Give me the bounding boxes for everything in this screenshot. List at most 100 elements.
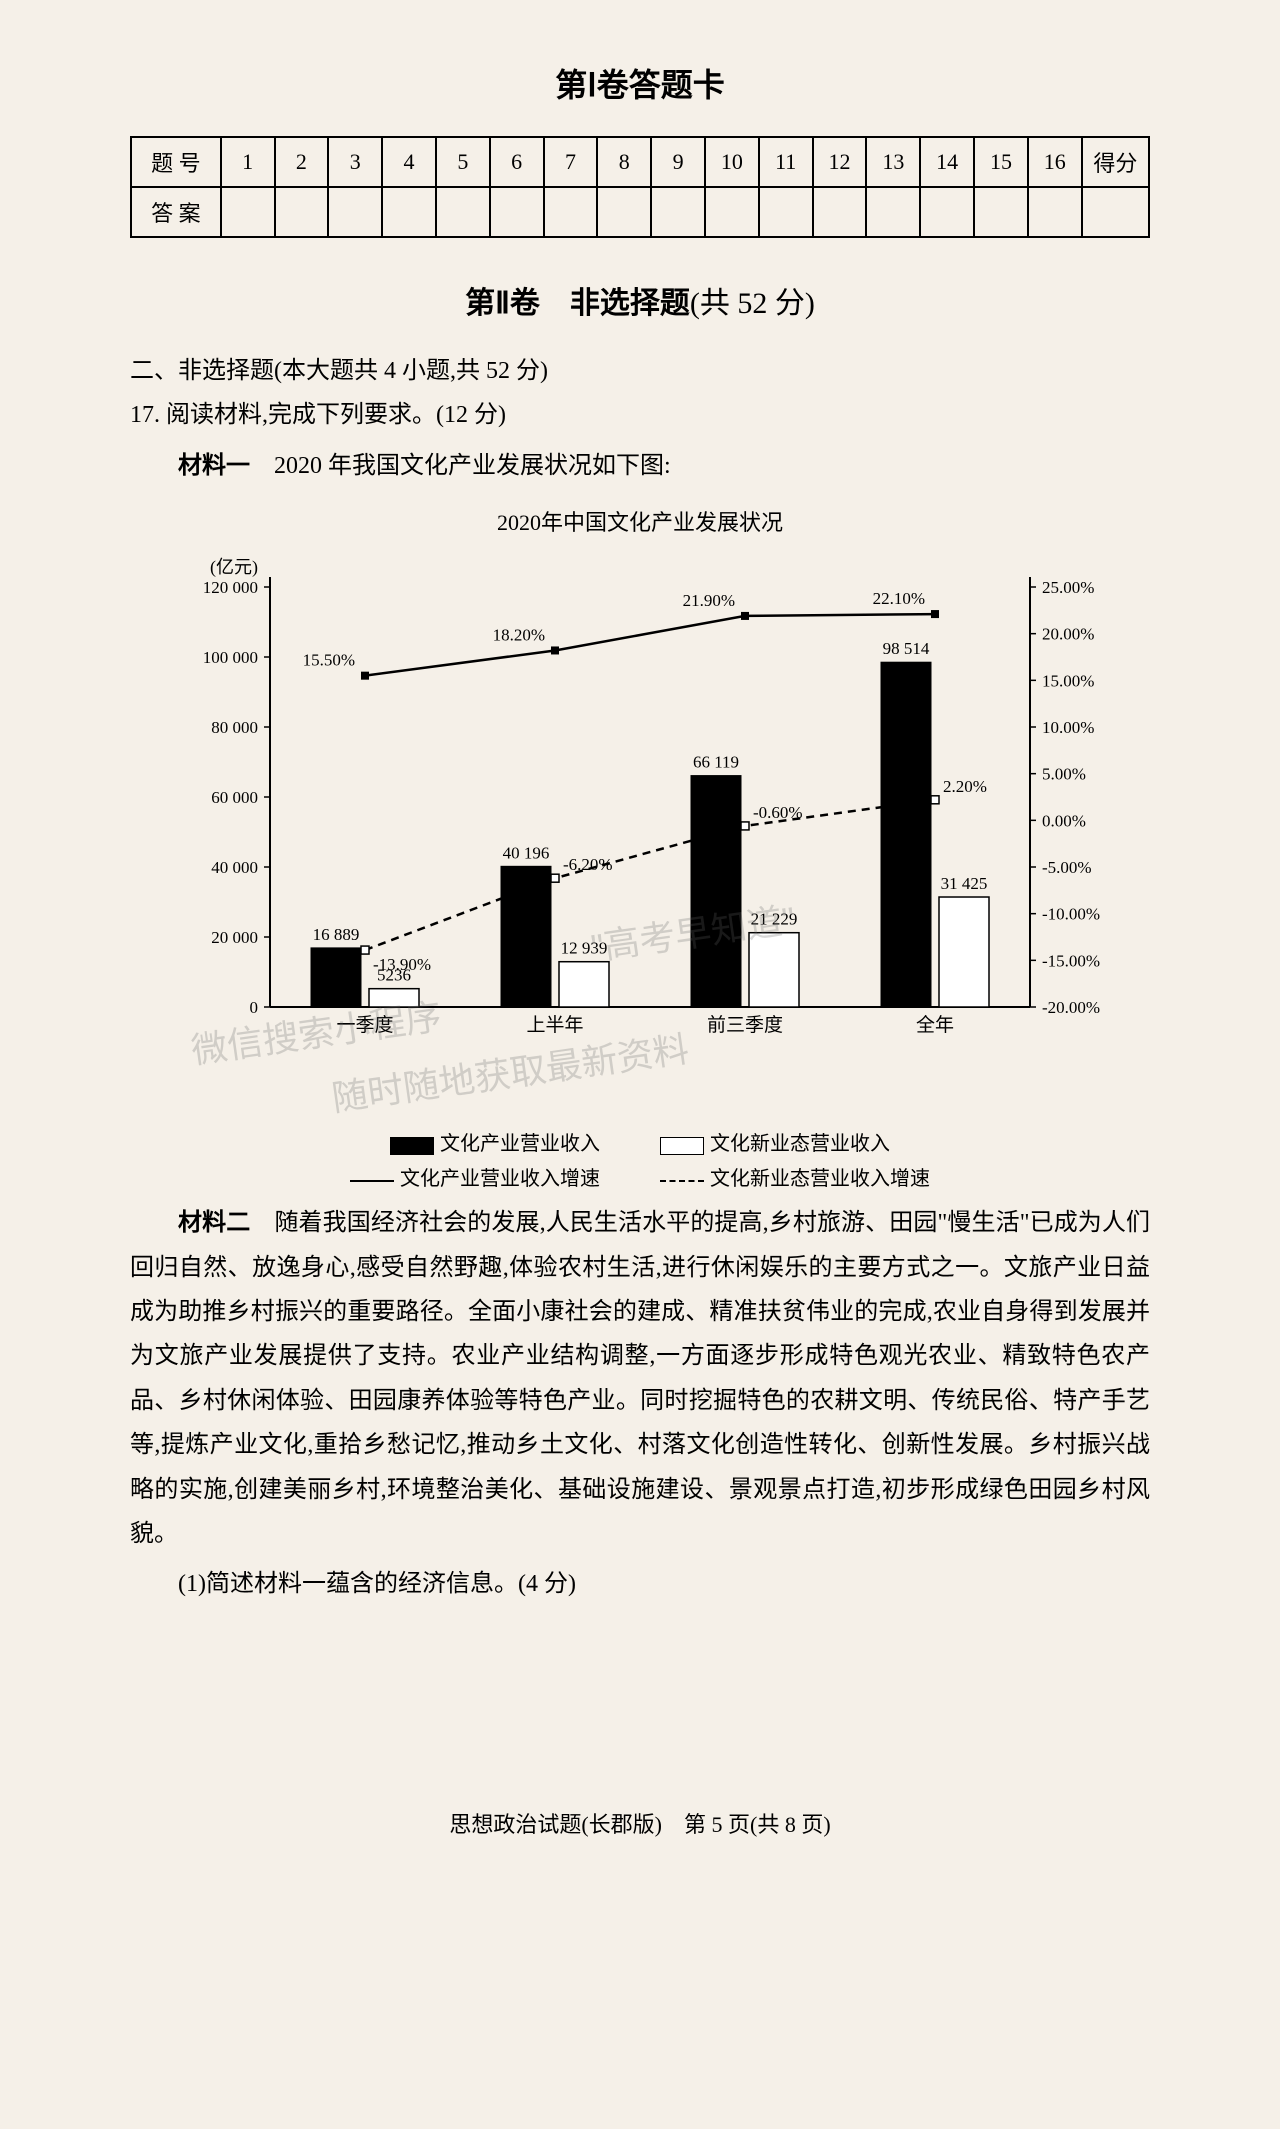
table-row: 答 案 <box>131 187 1149 237</box>
material1-label: 材料一 <box>178 453 250 479</box>
sub-question: (1)简述材料一蕴含的经济信息。(4 分) <box>130 1562 1150 1606</box>
answer-label: 答 案 <box>131 187 221 237</box>
svg-text:100 000: 100 000 <box>203 648 258 667</box>
svg-text:0.00%: 0.00% <box>1042 812 1086 831</box>
answer-cell <box>544 187 598 237</box>
svg-text:12 939: 12 939 <box>561 939 608 958</box>
svg-text:98 514: 98 514 <box>883 639 930 658</box>
material-line: 材料一 2020 年我国文化产业发展状况如下图: <box>130 447 1150 485</box>
qnum: 16 <box>1028 137 1082 187</box>
answer-cell <box>920 187 974 237</box>
svg-text:全年: 全年 <box>916 1014 954 1036</box>
svg-text:22.10%: 22.10% <box>873 589 925 608</box>
svg-text:31 425: 31 425 <box>941 874 988 893</box>
legend-item: 文化新业态营业收入 <box>660 1127 890 1156</box>
material2-paragraph: 材料二 随着我国经济社会的发展,人民生活水平的提高,乡村旅游、田园"慢生活"已成… <box>130 1201 1150 1556</box>
legend-label: 文化产业营业收入增速 <box>400 1168 600 1190</box>
section-bold: 第Ⅱ卷 非选择题 <box>465 287 690 320</box>
chart-container: (亿元) 0 20 000 40 000 60 000 80 000 100 000 120 … <box>150 547 1130 1107</box>
svg-text:-13.90%: -13.90% <box>373 955 431 974</box>
svg-text:一季度: 一季度 <box>336 1014 393 1036</box>
section-paren: (共 52 分) <box>690 287 815 320</box>
legend-item: 文化产业营业收入增速 <box>350 1162 600 1191</box>
answer-cell <box>328 187 382 237</box>
qnum-label: 题 号 <box>131 137 221 187</box>
table-row: 题 号 1 2 3 4 5 6 7 8 9 10 11 12 13 14 15 … <box>131 137 1149 187</box>
svg-text:(亿元): (亿元) <box>210 557 258 578</box>
chart-svg: (亿元) 0 20 000 40 000 60 000 80 000 100 000 120 … <box>150 547 1130 1107</box>
line-solid-icon <box>350 1180 394 1182</box>
answer-cell <box>221 187 275 237</box>
svg-text:21.90%: 21.90% <box>683 591 735 610</box>
answer-table: 题 号 1 2 3 4 5 6 7 8 9 10 11 12 13 14 15 … <box>130 136 1150 238</box>
answer-cell <box>1028 187 1082 237</box>
chart-title: 2020年中国文化产业发展状况 <box>130 505 1150 537</box>
qnum: 5 <box>436 137 490 187</box>
legend-row: 文化产业营业收入增速 文化新业态营业收入增速 <box>130 1162 1150 1191</box>
question-text: 17. 阅读材料,完成下列要求。(12 分) <box>130 396 1150 434</box>
svg-text:5.00%: 5.00% <box>1042 765 1086 784</box>
answer-cell <box>866 187 920 237</box>
svg-text:-20.00%: -20.00% <box>1042 998 1100 1017</box>
svg-text:66 119: 66 119 <box>693 753 739 772</box>
svg-text:21 229: 21 229 <box>751 910 798 929</box>
svg-text:10.00%: 10.00% <box>1042 718 1094 737</box>
svg-text:2.20%: 2.20% <box>943 777 987 796</box>
answer-cell <box>651 187 705 237</box>
svg-text:上半年: 上半年 <box>526 1014 583 1036</box>
material2-text: 随着我国经济社会的发展,人民生活水平的提高,乡村旅游、田园"慢生活"已成为人们回… <box>130 1210 1150 1547</box>
qnum: 12 <box>813 137 867 187</box>
svg-text:-15.00%: -15.00% <box>1042 952 1100 971</box>
legend-item: 文化新业态营业收入增速 <box>660 1162 930 1191</box>
score-label: 得分 <box>1082 137 1149 187</box>
svg-text:120 000: 120 000 <box>203 578 258 597</box>
legend-label: 文化产业营业收入 <box>440 1133 600 1155</box>
answer-cell <box>705 187 759 237</box>
svg-text:0: 0 <box>250 998 259 1017</box>
qnum: 14 <box>920 137 974 187</box>
qnum: 15 <box>974 137 1028 187</box>
svg-text:15.00%: 15.00% <box>1042 672 1094 691</box>
answer-cell <box>382 187 436 237</box>
svg-text:16 889: 16 889 <box>313 925 360 944</box>
qnum: 3 <box>328 137 382 187</box>
line-dashed-icon <box>660 1180 704 1182</box>
svg-text:25.00%: 25.00% <box>1042 578 1094 597</box>
qnum: 2 <box>275 137 329 187</box>
swatch-black-icon <box>390 1137 434 1155</box>
svg-text:18.20%: 18.20% <box>493 626 545 645</box>
legend-label: 文化新业态营业收入 <box>710 1133 890 1155</box>
legend-item: 文化产业营业收入 <box>390 1127 600 1156</box>
subsection-heading: 二、非选择题(本大题共 4 小题,共 52 分) <box>130 352 1150 390</box>
qnum: 10 <box>705 137 759 187</box>
page-title: 第Ⅰ卷答题卡 <box>130 60 1150 106</box>
answer-cell <box>597 187 651 237</box>
answer-cell <box>974 187 1028 237</box>
svg-text:20.00%: 20.00% <box>1042 625 1094 644</box>
score-cell-empty <box>1082 187 1149 237</box>
answer-cell <box>490 187 544 237</box>
qnum: 11 <box>759 137 813 187</box>
qnum: 13 <box>866 137 920 187</box>
svg-text:15.50%: 15.50% <box>303 651 355 670</box>
svg-text:-10.00%: -10.00% <box>1042 905 1100 924</box>
answer-cell <box>759 187 813 237</box>
answer-cell <box>813 187 867 237</box>
swatch-white-icon <box>660 1137 704 1155</box>
qnum: 4 <box>382 137 436 187</box>
svg-text:40 000: 40 000 <box>211 858 258 877</box>
svg-text:60 000: 60 000 <box>211 788 258 807</box>
qnum: 7 <box>544 137 598 187</box>
svg-text:前三季度: 前三季度 <box>707 1014 783 1036</box>
svg-text:80 000: 80 000 <box>211 718 258 737</box>
material1-text: 2020 年我国文化产业发展状况如下图: <box>250 453 671 479</box>
legend-row: 文化产业营业收入 文化新业态营业收入 <box>130 1127 1150 1156</box>
svg-text:20 000: 20 000 <box>211 928 258 947</box>
page-footer: 思想政治试题(长郡版) 第 5 页(共 8 页) <box>130 1807 1150 1839</box>
legend-label: 文化新业态营业收入增速 <box>710 1168 930 1190</box>
svg-text:-0.60%: -0.60% <box>753 803 803 822</box>
answer-cell <box>436 187 490 237</box>
svg-text:40 196: 40 196 <box>503 843 550 862</box>
qnum: 1 <box>221 137 275 187</box>
qnum: 9 <box>651 137 705 187</box>
